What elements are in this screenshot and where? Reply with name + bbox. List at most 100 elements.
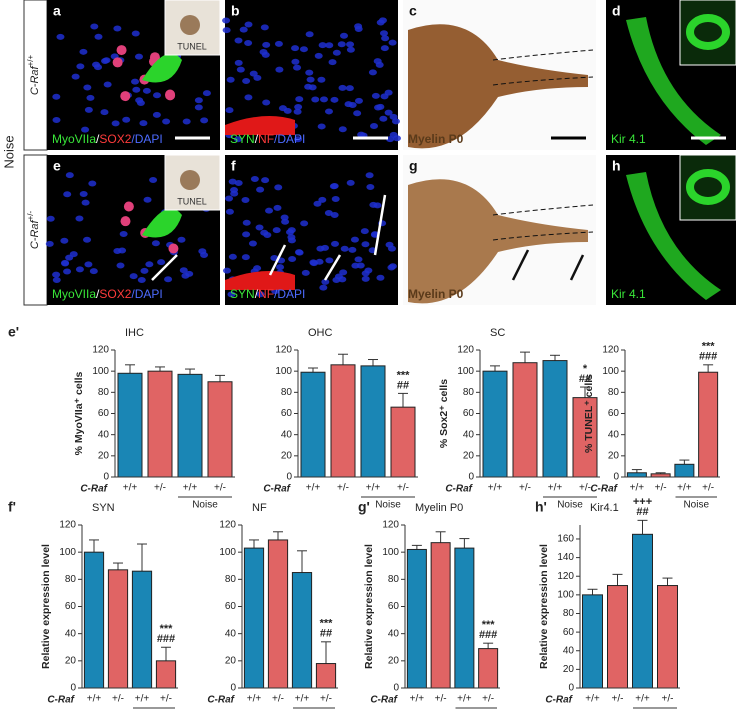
significance: ## — [320, 628, 332, 640]
nucleus — [113, 247, 122, 254]
nucleus — [354, 97, 363, 104]
nucleus — [244, 40, 253, 47]
nucleus — [319, 96, 328, 103]
nucleus — [388, 263, 397, 270]
nucleus — [111, 120, 120, 127]
nucleus — [52, 116, 61, 123]
y-tick-label: 140 — [557, 552, 574, 563]
arrow — [511, 249, 530, 281]
nucleus — [157, 259, 166, 266]
y-tick-label: 40 — [98, 429, 110, 440]
y-tick-label: 120 — [92, 345, 109, 356]
stain-part: / — [96, 132, 100, 146]
nucleus — [242, 219, 251, 226]
nucleus — [226, 76, 235, 83]
stain-label: Myelin P0 — [408, 132, 464, 146]
y-axis-label: % Sox2⁺ cells — [438, 379, 450, 448]
bar — [390, 406, 416, 478]
nucleus — [275, 66, 284, 73]
significance: ## — [397, 379, 409, 391]
nucleus — [129, 273, 138, 280]
bar — [177, 373, 203, 478]
nucleus — [256, 186, 265, 193]
gene: C-Raf — [29, 219, 41, 249]
stain-label: SYN/NF/DAPI — [230, 287, 305, 301]
nucleus — [291, 58, 300, 65]
x-tick-label: +/- — [702, 483, 714, 494]
nucleus — [314, 52, 323, 59]
group-label: Noise — [375, 500, 401, 511]
bar — [626, 472, 647, 478]
nucleus — [56, 33, 65, 40]
x-tick-label: +/- — [655, 483, 667, 494]
y-tick-label: 100 — [92, 366, 109, 377]
sox2-cell — [120, 216, 131, 227]
stain-signal — [142, 53, 182, 83]
bar — [657, 585, 678, 689]
y-tick-label: 100 — [219, 547, 236, 558]
y-tick-label: 100 — [382, 547, 399, 558]
x-tick-label: +/- — [154, 483, 166, 494]
nucleus — [143, 196, 152, 203]
bar — [155, 660, 177, 689]
nucleus — [337, 41, 346, 48]
nucleus — [194, 97, 203, 104]
nucleus — [65, 172, 74, 179]
nucleus — [185, 270, 194, 277]
nucleus — [353, 110, 362, 117]
y-tick-label: 20 — [98, 450, 110, 461]
chart-title: IHC — [125, 327, 144, 339]
nucleus — [222, 17, 231, 24]
stain-label: SYN/NF/DAPI — [230, 132, 305, 146]
x-tick-label: +/+ — [87, 694, 102, 705]
nucleus — [311, 96, 320, 103]
nucleus — [222, 27, 231, 34]
bar — [243, 547, 265, 689]
significance: ## — [579, 373, 591, 385]
nucleus — [164, 276, 173, 283]
bar — [582, 594, 603, 689]
nucleus — [356, 262, 365, 269]
nucleus — [265, 207, 274, 214]
nucleus — [241, 197, 250, 204]
y-tick-label: 60 — [65, 601, 77, 612]
significance: ### — [479, 629, 497, 641]
chart-title: NF — [252, 502, 267, 514]
stria — [626, 17, 721, 145]
y-tick-label: 120 — [275, 345, 292, 356]
nucleus — [376, 274, 385, 281]
bar — [454, 547, 475, 689]
nucleus — [306, 76, 315, 83]
y-tick-label: 120 — [219, 520, 236, 531]
nucleus — [313, 200, 322, 207]
bar — [406, 548, 427, 689]
nucleus — [287, 234, 296, 241]
nucleus — [81, 199, 90, 206]
nucleus — [134, 53, 143, 60]
x-tick-label: +/- — [435, 694, 447, 705]
nucleus — [384, 109, 393, 116]
nucleus — [325, 42, 334, 49]
bar — [542, 360, 568, 478]
nucleus — [152, 111, 161, 118]
nucleus — [386, 136, 395, 143]
bar — [698, 371, 719, 478]
nucleus — [153, 92, 162, 99]
nucleus — [84, 106, 93, 113]
significance: +++ — [633, 496, 652, 508]
nucleus — [350, 236, 359, 243]
nucleus — [100, 109, 109, 116]
nucleus — [272, 227, 281, 234]
y-tick-label: 80 — [281, 387, 293, 398]
arrow — [569, 254, 585, 281]
nucleus — [200, 251, 209, 258]
y-tick-label: 60 — [225, 601, 237, 612]
nucleus — [140, 267, 149, 274]
nucleus — [63, 191, 72, 198]
y-tick-label: 20 — [281, 450, 293, 461]
nucleus — [260, 24, 269, 31]
arrow — [151, 254, 178, 281]
nucleus — [94, 33, 103, 40]
nucleus — [84, 261, 93, 268]
sox2-cell — [165, 90, 176, 101]
